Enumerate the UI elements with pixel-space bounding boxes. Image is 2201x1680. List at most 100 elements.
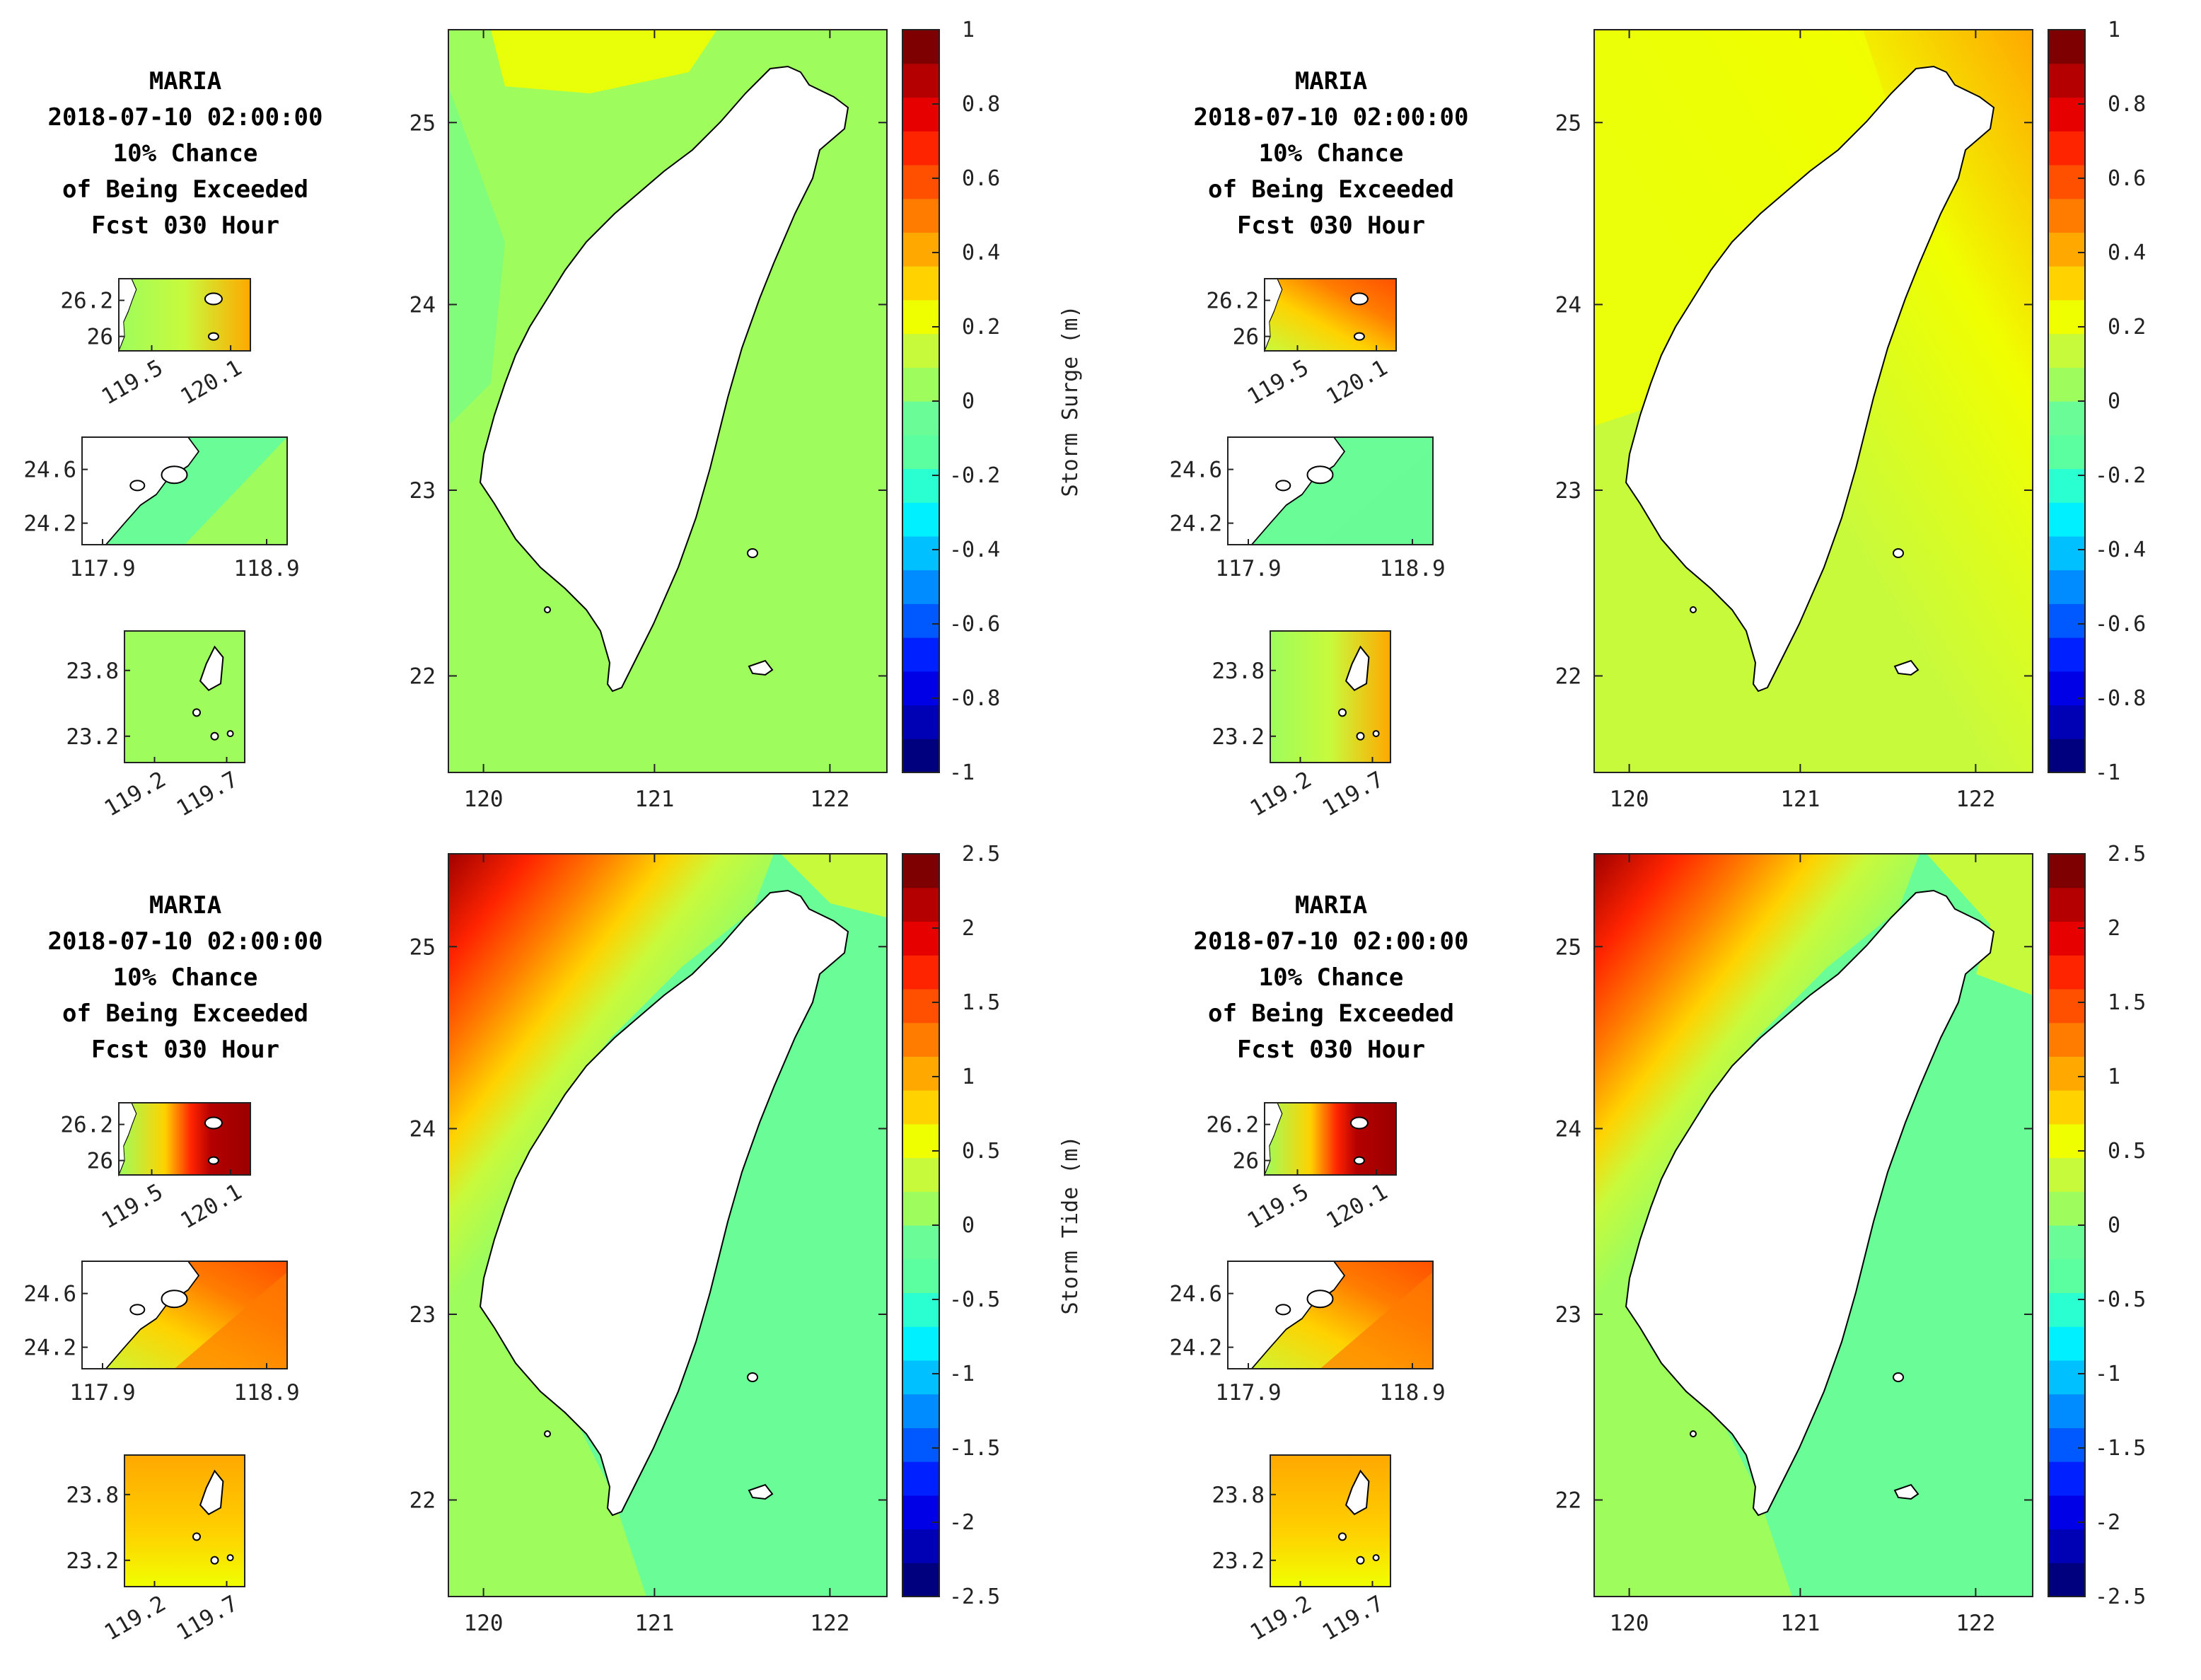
tide-gradient [1594, 854, 1920, 1349]
colorbar-tick--2: -2 [949, 1510, 975, 1535]
title-line-5: Fcst 030 Hour [1237, 1036, 1425, 1064]
colorbar-swatch [2048, 30, 2085, 64]
colorbar-swatch [902, 1360, 939, 1395]
inset-x-label-119.2: 119.2 [100, 767, 170, 822]
colorbar-tick-2: 2 [2108, 916, 2120, 941]
y-tick-label-25: 25 [410, 110, 436, 136]
title-line-4: of Being Exceeded [1208, 175, 1454, 204]
inset-y-label-24.2: 24.2 [23, 1336, 76, 1361]
colorbar-swatch [902, 299, 939, 335]
colorbar-swatch [2048, 266, 2085, 301]
inset-y-label-24.2: 24.2 [1169, 1336, 1222, 1361]
colorbar-swatch [902, 1056, 939, 1091]
penghu-islet [1338, 1532, 1347, 1541]
colorbar-tick-0.4: 0.4 [962, 241, 1000, 265]
colorbar-tick--2: -2 [2095, 1510, 2120, 1535]
penghu-islet [210, 731, 219, 741]
inset-y-label-24.6: 24.6 [1169, 1282, 1222, 1307]
colorbar-swatch [902, 502, 939, 537]
x-tick-label-121: 121 [1780, 787, 1820, 812]
colorbar-swatch [902, 921, 939, 956]
colorbar-tick--0.5: -0.5 [2095, 1287, 2146, 1312]
colorbar-tick--1: -1 [949, 1362, 975, 1386]
penghu-islet [192, 708, 201, 717]
inset-x-label-118.9: 118.9 [233, 556, 299, 581]
inset-x-label-119.5: 119.5 [1243, 355, 1313, 410]
y-tick-label-23: 23 [1555, 478, 1581, 504]
colorbar-tick--1: -1 [2095, 1362, 2120, 1386]
inset-x-label-119.2: 119.2 [100, 1591, 170, 1646]
inset-x-label-118.9: 118.9 [233, 1380, 299, 1406]
inset-matsu: 119.5 120.1 26.2 26 [60, 1101, 251, 1234]
inset-x-label-119.7: 119.7 [1318, 1591, 1388, 1646]
colorbar-swatch [2048, 1292, 2085, 1327]
colorbar: 1 0.8 0.6 0.4 0.2 0 -0.2 -0.4 -0.6 -0.8 -1 Storm Su… [902, 18, 1083, 785]
colorbar-tick--2.5: -2.5 [949, 1585, 1000, 1609]
colorbar-swatch [902, 266, 939, 301]
yellow-zone [491, 30, 717, 93]
colorbar-swatch [902, 63, 939, 98]
penghu-islet [226, 730, 234, 738]
inset-x-label-119.2: 119.2 [1246, 767, 1316, 822]
colorbar-swatch [2048, 401, 2085, 436]
inset-x-label-120.1: 120.1 [176, 1179, 246, 1234]
colorbar-tick-1: 1 [962, 1065, 975, 1089]
colorbar-tick--1: -1 [949, 760, 975, 785]
colorbar-tick--0.4: -0.4 [949, 538, 1000, 562]
colorbar-swatch [2048, 63, 2085, 98]
colorbar-swatch [2048, 1563, 2085, 1597]
colorbar-tick--2.5: -2.5 [2095, 1585, 2146, 1609]
matsu-island [1349, 292, 1369, 306]
map-frame [448, 29, 888, 773]
y-tick-label-23: 23 [1555, 1302, 1581, 1328]
map-frame [1593, 853, 2033, 1597]
title-line-2: 2018-07-10 02:00:00 [1194, 927, 1469, 956]
penghu-islet [192, 1532, 201, 1541]
colorbar-swatch [2048, 921, 2085, 956]
inset-kinmen: 117.9 118.9 24.6 24.2 [1169, 436, 1446, 581]
taiwan-landmass [479, 889, 849, 1517]
colorbar-swatch [902, 988, 939, 1024]
inset-y-label-23.8: 23.8 [66, 1483, 119, 1508]
inset-x-label-119.7: 119.7 [173, 1591, 243, 1646]
liuqiu-island [544, 606, 551, 613]
colorbar-swatch [902, 854, 939, 888]
southwest-zone [1594, 1307, 1792, 1597]
colorbar-swatch [902, 887, 939, 922]
colorbar-tick--1: -1 [2095, 760, 2120, 785]
colorbar-swatch [2048, 1529, 2085, 1563]
inset-field [124, 631, 245, 763]
inset-field [119, 279, 250, 351]
inset-field [1270, 631, 1390, 763]
colorbar-tick-0.2: 0.2 [2108, 315, 2146, 340]
inset-field [119, 1103, 250, 1175]
colorbar-swatch [2048, 1191, 2085, 1226]
x-tick-label-120: 120 [1610, 787, 1649, 812]
y-tick-label-22: 22 [410, 664, 436, 690]
penghu-islet [210, 1556, 219, 1565]
colorbar-swatch [902, 1123, 939, 1159]
teal-zone [448, 86, 505, 426]
colorbar-swatch [902, 1292, 939, 1327]
matsu-island [1349, 1116, 1369, 1130]
inset-x-label-119.5: 119.5 [1243, 1179, 1313, 1234]
colorbar-tick-2.5: 2.5 [962, 842, 1000, 867]
penghu-island [199, 645, 224, 691]
green-island [747, 1372, 758, 1382]
title-line-5: Fcst 030 Hour [91, 1036, 279, 1064]
inset-frame [118, 1102, 251, 1176]
colorbar-swatch [2048, 738, 2085, 773]
colorbar-swatch [2048, 299, 2085, 335]
colorbar-swatch [902, 333, 939, 368]
colorbar-swatch [902, 1258, 939, 1294]
title-line-4: of Being Exceeded [62, 175, 308, 204]
penghu-islet [1338, 708, 1347, 717]
title-line-2: 2018-07-10 02:00:00 [48, 927, 323, 956]
colorbar-tick-0.5: 0.5 [962, 1139, 1000, 1164]
colorbar-swatch [2048, 955, 2085, 990]
inset-zone [1320, 1272, 1433, 1369]
colorbar-tick-2: 2 [962, 916, 975, 941]
